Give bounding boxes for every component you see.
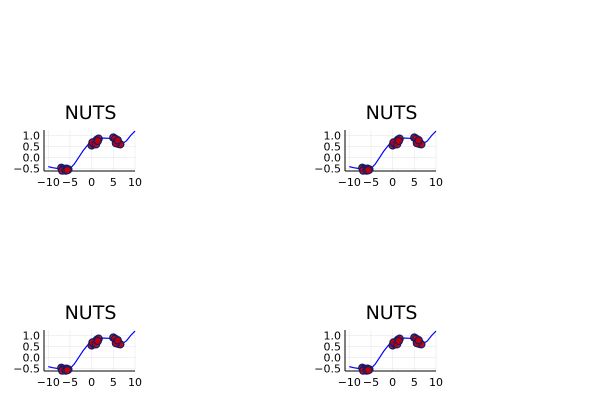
chart-panel: NUTS −10 −5 0 5 10 −0.50.00.51.0 bbox=[13, 302, 142, 389]
x-tick-label: 0 bbox=[88, 376, 95, 389]
x-tick-label: 0 bbox=[389, 376, 396, 389]
scatter-point bbox=[93, 136, 102, 146]
y-tick-label: 0.5 bbox=[324, 340, 342, 353]
y-tick-label: 1.0 bbox=[23, 329, 41, 342]
scatter-point bbox=[414, 136, 423, 145]
x-tick-label: −5 bbox=[62, 176, 78, 189]
y-tick-label: 1.0 bbox=[23, 129, 41, 142]
x-tick-label: −5 bbox=[62, 376, 78, 389]
scatter-point bbox=[63, 365, 72, 375]
chart-panel: NUTS −10 −5 0 5 10 −0.50.00.51.0 bbox=[13, 102, 142, 189]
x-tick-label: 0 bbox=[389, 176, 396, 189]
scatter-point bbox=[63, 165, 72, 175]
y-tick-label: −0.5 bbox=[13, 162, 40, 175]
y-tick-label: 1.0 bbox=[324, 129, 342, 142]
y-tick-label: 1.0 bbox=[324, 329, 342, 342]
scatter-point bbox=[414, 336, 423, 345]
x-tick-label: 5 bbox=[110, 176, 117, 189]
x-tick-label: 5 bbox=[411, 376, 418, 389]
x-tick-label: 5 bbox=[411, 176, 418, 189]
y-tick-label: 0.0 bbox=[324, 151, 342, 164]
scatter-point bbox=[394, 136, 403, 146]
x-tick-label: 10 bbox=[429, 176, 443, 189]
x-tick-label: 5 bbox=[110, 376, 117, 389]
scatter-point bbox=[364, 365, 373, 375]
scatter-point bbox=[364, 165, 373, 175]
scatter-point bbox=[113, 136, 122, 145]
chart-title: NUTS bbox=[65, 302, 117, 324]
y-tick-label: 0.5 bbox=[23, 140, 41, 153]
scatter-point bbox=[394, 336, 403, 346]
scatter-point bbox=[93, 336, 102, 346]
x-tick-label: 10 bbox=[128, 376, 142, 389]
y-tick-label: −0.5 bbox=[13, 362, 40, 375]
y-tick-label: 0.0 bbox=[23, 151, 41, 164]
y-tick-label: −0.5 bbox=[314, 362, 341, 375]
x-tick-label: 0 bbox=[88, 176, 95, 189]
x-tick-label: −5 bbox=[363, 176, 379, 189]
chart-title: NUTS bbox=[65, 102, 117, 124]
x-tick-label: −5 bbox=[363, 376, 379, 389]
scatter-point bbox=[113, 336, 122, 345]
y-tick-label: 0.0 bbox=[23, 351, 41, 364]
y-tick-label: 0.5 bbox=[23, 340, 41, 353]
y-tick-label: 0.0 bbox=[324, 351, 342, 364]
chart-panel: NUTS −10 −5 0 5 10 −0.50.00.51.0 bbox=[314, 302, 443, 389]
x-tick-label: 10 bbox=[128, 176, 142, 189]
chart-panel: NUTS −10 −5 0 5 10 −0.50.00.51.0 bbox=[314, 102, 443, 189]
x-tick-label: −10 bbox=[338, 376, 361, 389]
chart-title: NUTS bbox=[366, 102, 418, 124]
x-tick-label: 10 bbox=[429, 376, 443, 389]
x-tick-label: −10 bbox=[37, 376, 60, 389]
y-tick-label: 0.5 bbox=[324, 140, 342, 153]
y-tick-label: −0.5 bbox=[314, 162, 341, 175]
x-tick-label: −10 bbox=[338, 176, 361, 189]
x-tick-label: −10 bbox=[37, 176, 60, 189]
chart-title: NUTS bbox=[366, 302, 418, 324]
